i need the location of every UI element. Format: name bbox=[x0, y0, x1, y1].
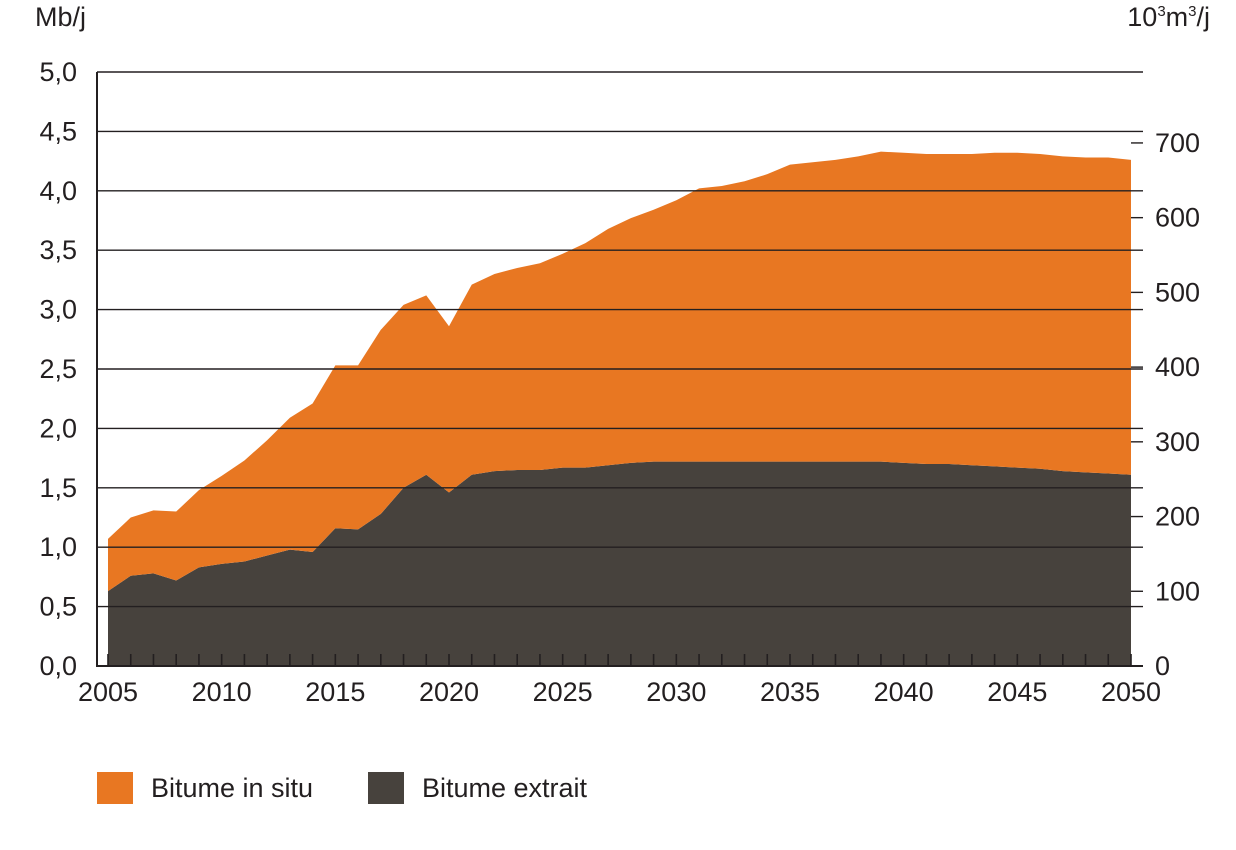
y-axis-right-label: 103m3/j bbox=[1127, 2, 1210, 32]
x-tick-label: 2025 bbox=[533, 677, 593, 707]
legend-item-in-situ: Bitume in situ bbox=[97, 772, 313, 804]
area-bitume-extrait bbox=[108, 461, 1131, 666]
x-tick-label: 2015 bbox=[305, 677, 365, 707]
x-tick-label: 2040 bbox=[874, 677, 934, 707]
x-tick-label: 2010 bbox=[192, 677, 252, 707]
legend-item-extrait: Bitume extrait bbox=[368, 772, 587, 804]
x-tick-label: 2035 bbox=[760, 677, 820, 707]
y-right-tick-label: 500 bbox=[1155, 277, 1200, 307]
y-right-tick-label: 100 bbox=[1155, 576, 1200, 606]
y-axis-left-label: Mb/j bbox=[35, 2, 87, 32]
y-tick-label: 1,0 bbox=[39, 532, 77, 562]
legend-label-extrait: Bitume extrait bbox=[422, 772, 588, 803]
y-tick-label: 2,5 bbox=[39, 354, 77, 384]
y-right-tick-label: 300 bbox=[1155, 427, 1200, 457]
stacked-area-chart: 0,0 0,5 1,0 1,5 2,0 2,5 3,0 3,5 4,0 4,5 5,0 0 100 200… bbox=[39, 57, 1200, 707]
y-right-tick-label: 200 bbox=[1155, 502, 1200, 532]
y-tick-label: 3,5 bbox=[39, 235, 77, 265]
y-tick-label: 4,0 bbox=[39, 176, 77, 206]
y-right-tick-label: 600 bbox=[1155, 203, 1200, 233]
y-tick-label: 1,5 bbox=[39, 473, 77, 503]
legend-swatch-extrait bbox=[368, 772, 404, 804]
legend-label-in-situ: Bitume in situ bbox=[151, 772, 314, 803]
y-tick-label: 4,5 bbox=[39, 116, 77, 146]
y-right-tick-label: 0 bbox=[1155, 651, 1170, 681]
x-tick-label: 2020 bbox=[419, 677, 479, 707]
y-tick-label: 3,0 bbox=[39, 295, 77, 325]
y-right-tick-label: 400 bbox=[1155, 352, 1200, 382]
y-tick-label: 2,0 bbox=[39, 413, 77, 443]
y-right-tick-label: 700 bbox=[1155, 128, 1200, 158]
x-tick-label: 2050 bbox=[1101, 677, 1161, 707]
area-bitume-in-situ bbox=[108, 151, 1131, 592]
x-tick-label: 2005 bbox=[78, 677, 138, 707]
x-tick-label: 2030 bbox=[646, 677, 706, 707]
y-tick-label: 0,0 bbox=[39, 651, 77, 681]
y-tick-label: 0,5 bbox=[39, 592, 77, 622]
y-tick-label: 5,0 bbox=[39, 57, 77, 87]
x-tick-label: 2045 bbox=[987, 677, 1047, 707]
legend-swatch-in-situ bbox=[97, 772, 133, 804]
